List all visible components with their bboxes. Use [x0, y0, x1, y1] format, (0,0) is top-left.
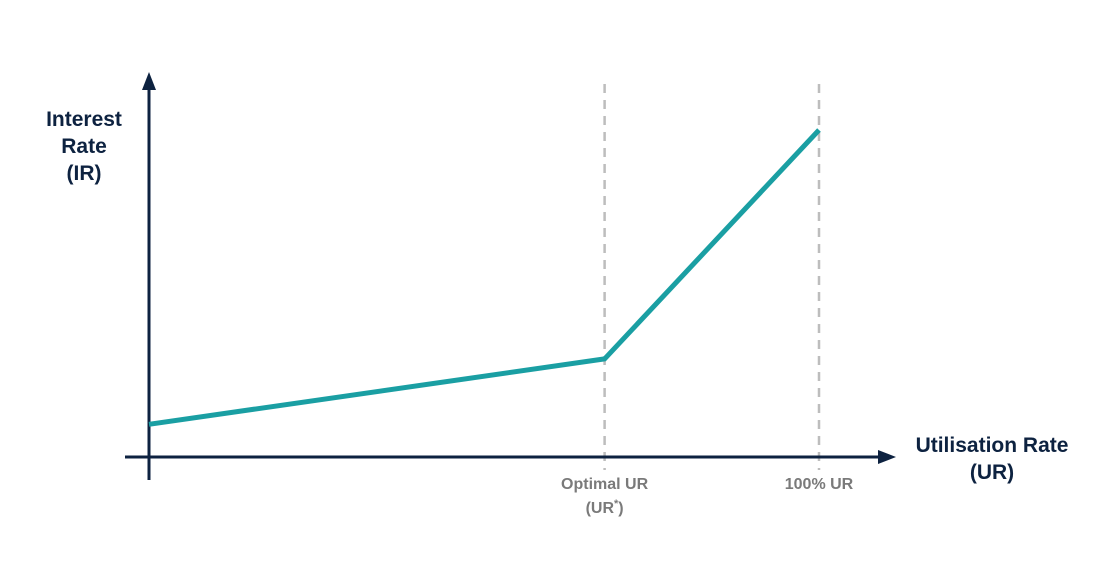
x-axis-title-line-1: Utilisation Rate [916, 434, 1069, 457]
axes [125, 72, 896, 480]
x-axis-arrowhead [878, 450, 896, 464]
series-layer [148, 128, 821, 427]
reference-lines [603, 84, 821, 470]
y-axis-title-line-2: Rate [61, 135, 107, 158]
y-axis-arrowhead [142, 72, 156, 90]
interest-rate-line-1 [148, 128, 821, 427]
y-axis-title-line-3: (IR) [67, 162, 102, 185]
labels: Interest Rate (IR) Utilisation Rate (UR) [46, 108, 1068, 484]
x-tick-label-1: Optimal UR [561, 476, 649, 493]
y-axis-title-line-1: Interest [46, 108, 122, 131]
x-tick-labels: Optimal UR (UR*) 100% UR [561, 476, 854, 517]
x-tick-label-2: 100% UR [785, 476, 854, 493]
x-tick-label-1-sub: (UR*) [586, 498, 624, 517]
x-axis-title-line-2: (UR) [970, 461, 1014, 484]
